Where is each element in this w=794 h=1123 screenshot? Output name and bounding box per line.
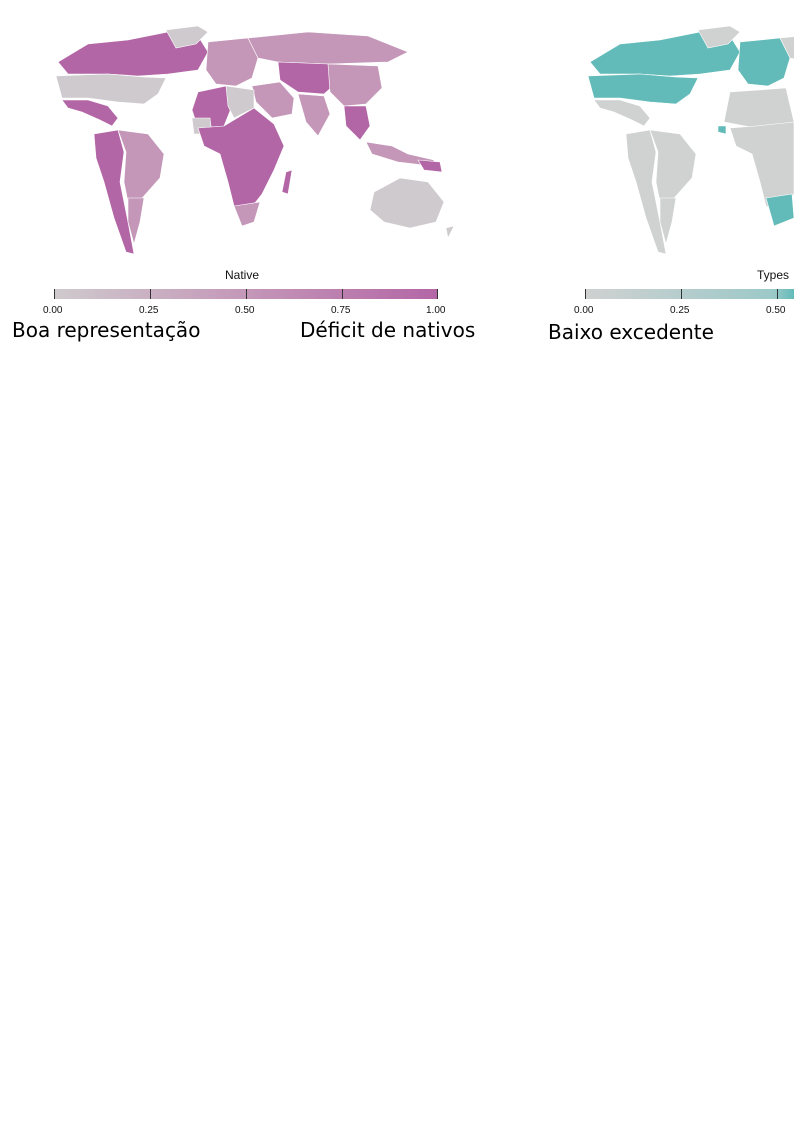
map-region-usa (587, 73, 699, 105)
map-region-new-zealand (445, 225, 455, 239)
native-tick-mark (342, 289, 343, 299)
native-tick-mark (54, 289, 55, 299)
types-tick-label: 0.50 (766, 305, 786, 316)
native-tick-label: 0.25 (139, 305, 159, 316)
types-world-map (587, 25, 794, 255)
map-region-southeast-asia (343, 105, 371, 141)
map-region-west-africa-coast (717, 125, 727, 135)
map-region-australia (369, 177, 445, 229)
map-region-south-america-west (625, 129, 667, 255)
types-tick-mark (681, 289, 682, 299)
map-region-southern-africa (765, 193, 794, 227)
types-legend-title: Types (757, 268, 790, 282)
map-region-russia (779, 36, 794, 60)
map-region-russia (247, 31, 409, 65)
map-region-madagascar (281, 169, 293, 195)
native-legend-title: Native (225, 268, 260, 282)
native-tick-label: 0.00 (43, 305, 63, 316)
map-region-middle-east (251, 81, 295, 119)
native-world-map (55, 25, 455, 255)
map-region-greenland (165, 25, 209, 49)
native-low-label: Boa representação (12, 318, 201, 342)
map-region-south-cone (127, 197, 145, 246)
native-tick-label: 0.50 (235, 305, 255, 316)
types-tick-mark (585, 289, 586, 299)
map-region-south-cone (659, 197, 677, 246)
types-tick-label: 0.00 (574, 305, 594, 316)
map-region-south-america-west (93, 129, 135, 255)
map-region-europe (737, 37, 791, 87)
types-low-label: Baixo excedente (548, 320, 714, 344)
map-region-mexico-central-america (61, 99, 119, 127)
native-tick-mark (150, 289, 151, 299)
types-tick-label: 0.25 (670, 305, 690, 316)
map-region-china (327, 63, 383, 107)
native-tick-mark (437, 289, 438, 299)
native-high-label: Déficit de nativos (300, 318, 476, 342)
map-region-brazil (649, 129, 697, 213)
map-region-southern-africa (233, 201, 261, 227)
map-region-north-africa (723, 87, 794, 129)
map-region-greenland (697, 25, 741, 49)
map-region-usa (55, 73, 167, 105)
native-tick-label: 0.75 (331, 305, 351, 316)
map-region-brazil (117, 129, 165, 213)
map-region-india (297, 93, 331, 137)
map-region-sub-saharan-africa (197, 107, 285, 213)
native-tick-label: 1.00 (426, 305, 446, 316)
map-region-new-guinea (417, 159, 443, 173)
map-region-mexico-central-america (593, 99, 651, 127)
map-region-sahara-grey (225, 85, 255, 119)
types-tick-mark (777, 289, 778, 299)
native-tick-mark (246, 289, 247, 299)
types-colorbar (585, 289, 794, 299)
